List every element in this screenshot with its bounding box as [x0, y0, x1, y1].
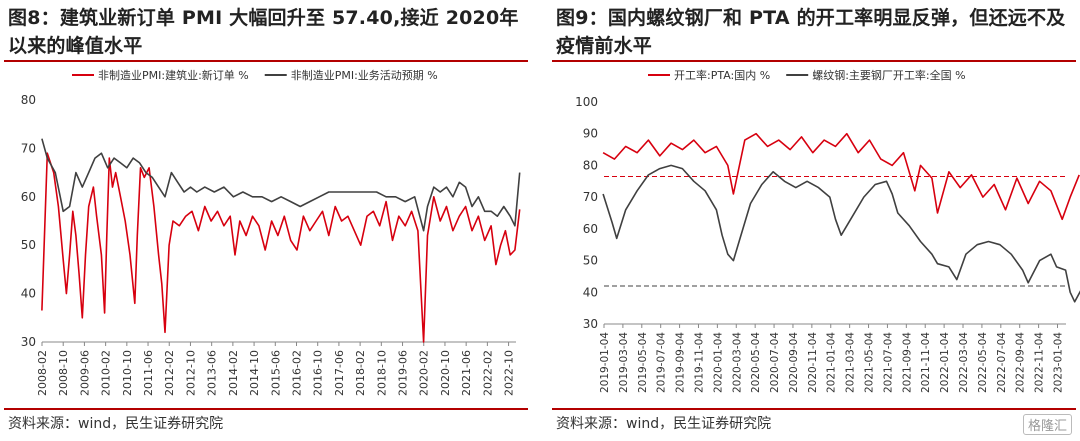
x-tick-label: 2018-10: [375, 350, 388, 396]
legend-label: 螺纹钢:主要钢厂开工率:全国 %: [812, 68, 965, 82]
x-tick-label: 2023-01-04: [1052, 332, 1064, 393]
x-tick-label: 2019-07-04: [656, 332, 668, 393]
x-tick-label: 2019-09-04: [675, 332, 687, 393]
watermark-logo: 格隆汇: [1022, 414, 1072, 435]
y-tick-label: 30: [21, 335, 36, 349]
y-tick-label: 40: [583, 285, 598, 299]
x-tick-label: 2019-01-04: [599, 332, 611, 393]
x-tick-label: 2020-01-04: [712, 332, 724, 393]
y-tick-label: 50: [21, 238, 36, 252]
series-line: [602, 132, 1080, 221]
x-tick-label: 2020-07-04: [769, 332, 781, 393]
x-tick-label: 2014-02: [227, 350, 240, 396]
y-tick-label: 90: [583, 127, 598, 141]
x-tick-label: 2019-03-04: [618, 332, 630, 393]
y-tick-label: 70: [21, 141, 36, 155]
x-tick-label: 2020-11-04: [807, 332, 819, 393]
x-tick-label: 2016-02: [290, 350, 303, 396]
chart-panel-building-pmi: 图8：建筑业新订单 PMI 大幅回升至 57.40,接近 2020年以来的峰值水…: [0, 0, 532, 441]
legend-label: 非制造业PMI:业务活动预期 %: [291, 68, 438, 82]
x-tick-label: 2020-05-04: [750, 332, 762, 393]
figure-title: 图8：建筑业新订单 PMI 大幅回升至 57.40,接近 2020年以来的峰值水…: [8, 7, 519, 57]
x-tick-label: 2018-02: [354, 350, 367, 396]
source-rule: [552, 408, 1076, 410]
x-tick-label: 2022-05-04: [977, 332, 989, 393]
legend-label: 开工率:PTA:国内 %: [674, 68, 770, 82]
source-note: 资料来源：wind，民生证券研究院: [556, 416, 772, 432]
x-tick-label: 2012-02: [163, 350, 176, 396]
x-tick-label: 2022-10: [503, 350, 516, 396]
x-tick-label: 2011-06: [142, 350, 155, 396]
y-tick-label: 30: [583, 317, 598, 331]
x-tick-label: 2020-03-04: [731, 332, 743, 393]
y-tick-label: 100: [575, 95, 598, 109]
x-tick-label: 2021-09-04: [901, 332, 913, 393]
series-line: [41, 152, 521, 343]
x-tick-label: 2022-11-04: [1034, 332, 1046, 393]
x-tick-label: 2022-07-04: [996, 332, 1008, 393]
chart-operating-rate: 开工率:PTA:国内 % 螺纹钢:主要钢厂开工率:全国 % 30 40 50 60 70 80…: [575, 68, 1080, 393]
x-tick-label: 2009-06: [78, 350, 91, 396]
x-tick-label: 2020-02: [418, 350, 431, 396]
legend-label: 非制造业PMI:建筑业:新订单 %: [98, 68, 249, 82]
x-tick-label: 2010-02: [100, 350, 113, 396]
x-tick-label: 2021-05-04: [864, 332, 876, 393]
x-tick-label: 2020-10: [439, 350, 452, 396]
x-tick-label: 2022-02: [481, 350, 494, 396]
y-tick-label: 80: [583, 158, 598, 172]
y-tick-label: 80: [21, 93, 36, 107]
x-tick-label: 2021-06: [460, 350, 473, 396]
chart-panel-operating-rate: 图9：国内螺纹钢厂和 PTA 的开工率明显反弹，但还远不及疫情前水平 开工率:P…: [548, 0, 1080, 441]
x-tick-label: 2020-09-04: [788, 332, 800, 393]
x-tick-label: 2021-07-04: [882, 332, 894, 393]
chart-building-pmi: 非制造业PMI:建筑业:新订单 % 非制造业PMI:业务活动预期 % 30 40 50 6…: [21, 68, 521, 396]
x-tick-label: 2017-06: [333, 350, 346, 396]
y-tick-label: 70: [583, 190, 598, 204]
title-rule: [552, 60, 1076, 62]
y-tick-label: 60: [21, 190, 36, 204]
x-tick-label: 2021-03-04: [845, 332, 857, 393]
x-tick-label: 2014-10: [248, 350, 261, 396]
x-tick-label: 2021-11-04: [920, 332, 932, 393]
series-line: [602, 164, 1080, 303]
y-tick-label: 40: [21, 287, 36, 301]
y-tick-label: 50: [583, 254, 598, 268]
x-tick-label: 2019-06: [397, 350, 410, 396]
x-tick-label: 2008-10: [57, 350, 70, 396]
x-tick-label: 2015-06: [269, 350, 282, 396]
x-tick-label: 2022-09-04: [1015, 332, 1027, 393]
figure-title: 图9：国内螺纹钢厂和 PTA 的开工率明显反弹，但还远不及疫情前水平: [556, 7, 1066, 57]
x-tick-label: 2010-10: [121, 350, 134, 396]
x-tick-label: 2013-06: [206, 350, 219, 396]
title-rule: [4, 60, 528, 62]
x-tick-label: 2019-05-04: [637, 332, 649, 393]
x-tick-label: 2022-03-04: [958, 332, 970, 393]
x-tick-label: 2022-01-04: [939, 332, 951, 393]
source-rule: [4, 408, 528, 410]
x-tick-label: 2021-01-04: [826, 332, 838, 393]
series-line: [41, 138, 521, 232]
source-note: 资料来源：wind，民生证券研究院: [8, 416, 224, 432]
x-tick-label: 2012-10: [184, 350, 197, 396]
y-tick-label: 60: [583, 222, 598, 236]
x-tick-label: 2016-10: [312, 350, 325, 396]
x-tick-label: 2019-11-04: [693, 332, 705, 393]
x-tick-label: 2008-02: [36, 350, 49, 396]
